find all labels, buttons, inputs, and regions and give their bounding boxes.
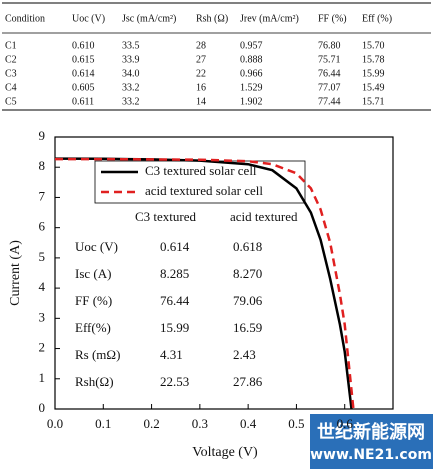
y-tick-label: 6 xyxy=(39,219,46,234)
table-cell: 0.957 xyxy=(240,40,263,51)
x-tick-label: 0.3 xyxy=(192,416,208,431)
annotation-cell: 0.614 xyxy=(160,239,190,254)
table-cell: 75.71 xyxy=(318,54,341,65)
table-cell: 1.902 xyxy=(240,96,263,107)
table-header-cell: FF (%) xyxy=(318,13,347,24)
table-cell: 33.5 xyxy=(122,40,140,51)
table-cell: 15.49 xyxy=(362,82,385,93)
table-cell: 14 xyxy=(196,96,206,107)
x-tick-label: 0.6 xyxy=(337,416,354,431)
table-cell: 15.99 xyxy=(362,68,385,79)
x-tick-label: 0.2 xyxy=(143,416,159,431)
annotation-cell: Isc (A) xyxy=(75,266,111,281)
table-cell: 0.605 xyxy=(72,82,95,93)
annotation-cell: 8.285 xyxy=(160,266,189,281)
annotation-column: acid textured xyxy=(230,209,298,224)
x-tick-label: 0.0 xyxy=(47,416,63,431)
table-header-cell: Uoc (V) xyxy=(72,13,105,24)
y-tick-label: 0 xyxy=(39,400,46,415)
y-tick-label: 5 xyxy=(39,249,46,264)
x-axis-label: Voltage (V) xyxy=(192,445,258,460)
annotation-cell: FF (%) xyxy=(75,293,112,308)
table-cell: 76.80 xyxy=(318,40,341,51)
annotation-cell: 27.86 xyxy=(233,374,263,389)
table-cell: 0.966 xyxy=(240,68,263,79)
watermark-url: www.NE21.com xyxy=(310,447,432,463)
annotation-cell: Uoc (V) xyxy=(75,239,118,254)
y-tick-label: 3 xyxy=(39,309,46,324)
annotation-cell: Rs (mΩ) xyxy=(75,347,120,362)
table-cell: C4 xyxy=(5,82,17,93)
table-cell: 15.78 xyxy=(362,54,385,65)
annotation-cell: 79.06 xyxy=(233,293,263,308)
table-cell: 27 xyxy=(196,54,206,65)
y-tick-label: 2 xyxy=(39,340,46,355)
annotation-cell: 16.59 xyxy=(233,320,262,335)
table-cell: 77.44 xyxy=(318,96,341,107)
annotation-cell: 22.53 xyxy=(160,374,189,389)
watermark-box xyxy=(310,414,433,469)
legend-label: C3 textured solar cell xyxy=(145,163,257,178)
table-header-cell: Condition xyxy=(5,13,45,24)
table-header-cell: Jrev (mA/cm²) xyxy=(240,13,299,24)
annotation-column: C3 textured xyxy=(135,209,197,224)
annotation-cell: Rsh(Ω) xyxy=(75,374,114,389)
annotation-cell: 2.43 xyxy=(233,347,256,362)
annotation-cell: 0.618 xyxy=(233,239,262,254)
table-cell: 0.888 xyxy=(240,54,263,65)
table-cell: 33.9 xyxy=(122,54,140,65)
table-cell: 0.611 xyxy=(72,96,94,107)
y-tick-label: 7 xyxy=(39,188,46,203)
table-header-cell: Rsh (Ω) xyxy=(196,13,228,24)
annotation-cell: 4.31 xyxy=(160,347,183,362)
plot-frame xyxy=(54,136,394,410)
table-cell: 33.2 xyxy=(122,96,140,107)
table-cell: 0.610 xyxy=(72,40,95,51)
y-tick-label: 9 xyxy=(39,128,46,143)
table-cell: 34.0 xyxy=(122,68,140,79)
table-cell: C5 xyxy=(5,96,17,107)
table-cell: 1.529 xyxy=(240,82,263,93)
table-cell: C2 xyxy=(5,54,17,65)
table-cell: 76.44 xyxy=(318,68,341,79)
table-cell: 33.2 xyxy=(122,82,140,93)
table-cell: C3 xyxy=(5,68,17,79)
y-axis-label: Current (A) xyxy=(8,240,23,306)
table-cell: 15.71 xyxy=(362,96,385,107)
table-cell: 15.70 xyxy=(362,40,385,51)
annotation-cell: Eff(%) xyxy=(75,320,111,335)
table-cell: 16 xyxy=(196,82,206,93)
table-cell: C1 xyxy=(5,40,17,51)
table-header-cell: Jsc (mA/cm²) xyxy=(122,13,176,24)
x-tick-label: 0.5 xyxy=(288,416,304,431)
y-tick-label: 4 xyxy=(39,279,46,294)
table-cell: 22 xyxy=(196,68,206,79)
y-tick-label: 8 xyxy=(39,158,46,173)
x-tick-label: 0.4 xyxy=(240,416,257,431)
annotation-cell: 15.99 xyxy=(160,320,189,335)
annotation-cell: 8.270 xyxy=(233,266,262,281)
table-cell: 0.615 xyxy=(72,54,95,65)
legend-label: acid textured solar cell xyxy=(145,183,263,198)
table-cell: 28 xyxy=(196,40,206,51)
annotation-cell: 76.44 xyxy=(160,293,190,308)
series-line xyxy=(55,157,355,410)
table-cell: 0.614 xyxy=(72,68,95,79)
watermark-title: 世纪新能源网 xyxy=(317,421,425,443)
table-cell: 77.07 xyxy=(318,82,341,93)
table-header-cell: Eff (%) xyxy=(362,13,392,24)
legend-box xyxy=(94,160,306,204)
x-tick-label: 0.1 xyxy=(95,416,111,431)
y-tick-label: 1 xyxy=(39,370,46,385)
